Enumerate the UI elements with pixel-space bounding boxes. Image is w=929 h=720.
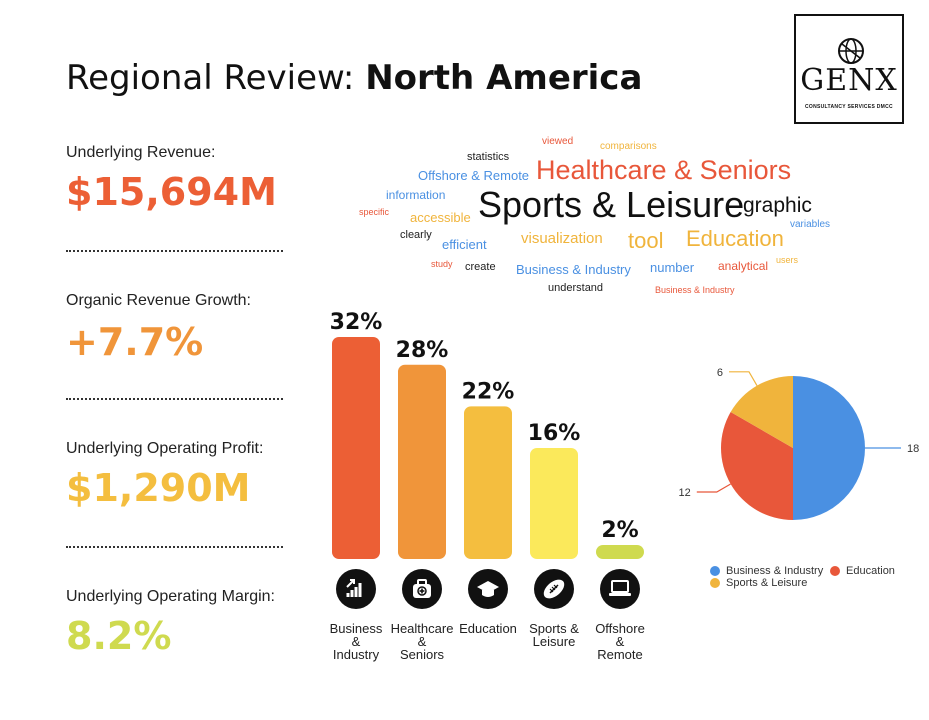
divider (66, 398, 283, 400)
bar-category-label-line: Sports & (529, 621, 579, 636)
bar-category-label-line: Seniors (399, 647, 445, 662)
kpi-label-margin: Underlying Operating Margin: (66, 588, 275, 605)
kpi-value-growth: +7.7% (66, 320, 204, 364)
legend-item-sports: Sports & Leisure (710, 577, 807, 589)
word-cloud-word: analytical (718, 259, 769, 273)
bar-category-label: Business & Industry (320, 622, 392, 661)
kpi-value-revenue: $15,694M (66, 170, 277, 214)
laptop-icon (600, 569, 640, 609)
pie-value-label: 18 (907, 443, 919, 455)
growth-chart-icon (336, 569, 376, 609)
bar-value-label: 28% (396, 338, 449, 363)
word-cloud-word: study (431, 259, 453, 269)
bar-category-label-line: Healthcare (390, 621, 454, 636)
legend-swatch (710, 578, 720, 588)
bar-value-label: 2% (601, 518, 638, 543)
pie-leader-line (729, 371, 758, 386)
logo-text: GENX (800, 63, 898, 98)
bar-0 (332, 337, 380, 559)
kpi-label-revenue: Underlying Revenue: (66, 144, 216, 161)
kpi-label-profit: Underlying Operating Profit: (66, 440, 264, 457)
pie-slice-0 (793, 376, 865, 520)
word-cloud-word: understand (548, 282, 604, 294)
divider (66, 546, 283, 548)
word-cloud-word: users (776, 255, 799, 265)
page-title: Regional Review: North America (66, 58, 643, 98)
bar-value-label: 32% (330, 310, 383, 335)
logo-subtitle: CONSULTANCY SERVICES DMCC (805, 104, 893, 110)
pie-leader-line (696, 483, 731, 493)
word-cloud-word: Education (686, 226, 784, 251)
pie-chart: 18 12 6 (679, 367, 919, 520)
word-cloud-word: tool (628, 228, 664, 253)
word-cloud-word: clearly (400, 229, 432, 241)
pie-slice-1 (721, 412, 793, 520)
word-cloud: viewed comparisons statistics Healthcare… (330, 130, 830, 300)
kpi-value-margin: 8.2% (66, 614, 172, 658)
bar-category-label-line: Remote (597, 647, 643, 662)
divider (66, 250, 283, 252)
word-cloud-word: variables (790, 219, 831, 230)
bar-4 (596, 545, 644, 559)
bar-2 (464, 406, 512, 559)
bar-category-label-line: & (615, 634, 625, 649)
bar-value-label: 22% (462, 379, 515, 404)
legend-label: Business & Industry (726, 565, 824, 577)
word-cloud-word: viewed (542, 136, 574, 147)
bar-category-label: Offshore & Remote (584, 622, 656, 661)
legend-label: Sports & Leisure (726, 577, 808, 589)
pie-slice-2 (730, 376, 793, 448)
word-cloud-word: specific (359, 207, 390, 217)
bar-category-label-line: Leisure (532, 634, 576, 649)
globe-icon (838, 38, 864, 64)
word-cloud-word: visualization (521, 230, 603, 247)
word-cloud-word: Offshore & Remote (418, 168, 530, 183)
word-cloud-word: information (386, 188, 446, 202)
bar-category-label-line: Offshore (595, 621, 645, 636)
bar-category-label-line: & (417, 634, 427, 649)
kpi-value-profit: $1,290M (66, 466, 251, 510)
word-cloud-word: Business & Industry (655, 285, 735, 295)
kpi-label-growth: Organic Revenue Growth: (66, 292, 251, 309)
bar-3 (530, 448, 578, 559)
bar-category-label: Education (452, 622, 524, 635)
legend-label: Education (846, 565, 895, 577)
word-cloud-word: number (650, 260, 695, 275)
medical-kit-icon (402, 569, 442, 609)
word-cloud-word: comparisons (600, 141, 657, 152)
bar-chart: 32% 28% 22% 16% 2% (330, 310, 644, 609)
pie-value-label: 12 (679, 487, 691, 499)
word-cloud-word: accessible (410, 210, 471, 225)
bar-category-label: Sports & Leisure (518, 622, 590, 648)
word-cloud-word: Healthcare & Seniors (536, 155, 792, 185)
legend-swatch (830, 566, 840, 576)
bar-category-label-line: & (351, 634, 361, 649)
bar-category-label: Healthcare & Seniors (386, 622, 458, 661)
company-logo: GENX CONSULTANCY SERVICES DMCC (794, 14, 904, 124)
legend-item-business: Business & Industry (710, 565, 823, 577)
football-icon (534, 569, 574, 609)
graduation-cap-icon (468, 569, 508, 609)
bar-category-label-line: Education (459, 621, 517, 636)
pie-value-label: 6 (717, 367, 723, 379)
word-cloud-word: efficient (442, 237, 487, 252)
word-cloud-word: Business & Industry (516, 262, 631, 277)
bar-1 (398, 364, 446, 559)
bar-category-label-line: Industry (332, 647, 380, 662)
word-cloud-word: create (465, 261, 496, 273)
word-cloud-word: Sports & Leisure (478, 184, 745, 225)
word-cloud-word: statistics (467, 151, 510, 163)
bar-category-label-line: Business (329, 621, 383, 636)
bar-value-label: 16% (528, 421, 581, 446)
word-cloud-word: graphic (743, 194, 812, 217)
legend-item-education: Education (830, 565, 895, 577)
legend-swatch (710, 566, 720, 576)
